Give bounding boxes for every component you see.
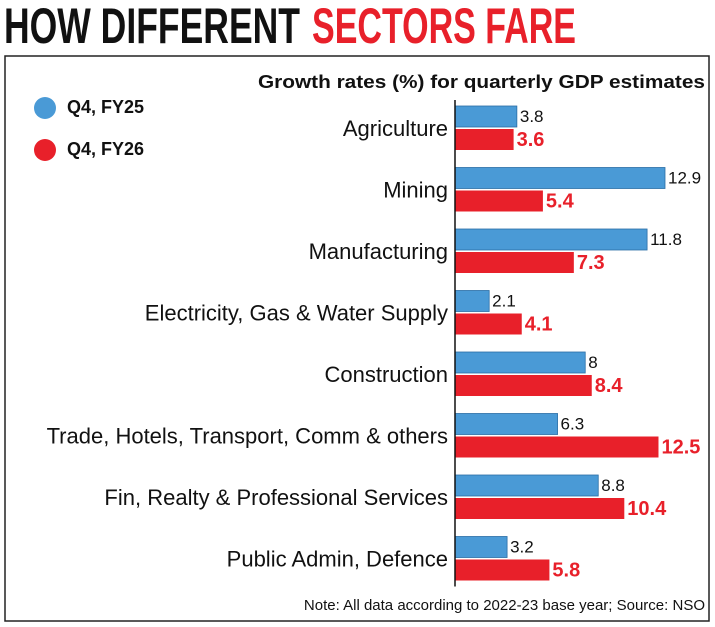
bar bbox=[455, 129, 514, 150]
value-label: 3.8 bbox=[520, 107, 544, 126]
frame bbox=[4, 55, 710, 622]
category-label: Electricity, Gas & Water Supply bbox=[145, 300, 448, 325]
category-label: Trade, Hotels, Transport, Comm & others bbox=[47, 423, 448, 448]
bar bbox=[454, 105, 518, 128]
value-label: 8.8 bbox=[601, 476, 625, 495]
category-label: Public Admin, Defence bbox=[227, 546, 448, 571]
value-label: 10.4 bbox=[627, 498, 667, 520]
bar bbox=[454, 474, 599, 497]
legend-swatch bbox=[34, 97, 56, 119]
bar bbox=[455, 559, 550, 581]
bar bbox=[454, 228, 648, 251]
bar bbox=[455, 313, 522, 335]
bar bbox=[455, 252, 574, 273]
category-label: Fin, Realty & Professional Services bbox=[104, 485, 448, 510]
bar bbox=[454, 167, 666, 189]
value-label: 12.9 bbox=[668, 168, 701, 187]
legend-label: Q4, FY26 bbox=[67, 139, 144, 159]
title-part: SECTORS FARE bbox=[312, 0, 576, 54]
bar bbox=[454, 413, 558, 435]
category-label: Construction bbox=[324, 362, 448, 387]
value-label: 5.8 bbox=[552, 559, 580, 581]
bar bbox=[455, 436, 659, 458]
bar bbox=[455, 375, 592, 396]
bar bbox=[454, 536, 508, 558]
value-label: 8.4 bbox=[595, 375, 624, 397]
legend-swatch bbox=[34, 139, 56, 161]
bar bbox=[454, 290, 490, 312]
value-label: 11.8 bbox=[650, 230, 682, 249]
title-part: HOW DIFFERENT bbox=[4, 0, 300, 54]
legend-label: Q4, FY25 bbox=[67, 97, 144, 117]
category-label: Manufacturing bbox=[309, 239, 448, 264]
value-label: 7.3 bbox=[577, 252, 605, 274]
value-label: 3.6 bbox=[517, 129, 545, 151]
category-label: Agriculture bbox=[343, 116, 448, 141]
note: Note: All data according to 2022-23 base… bbox=[304, 597, 705, 614]
value-label: 12.5 bbox=[661, 436, 700, 458]
value-label: 8 bbox=[588, 353, 597, 372]
value-label: 2.1 bbox=[492, 291, 516, 310]
category-label: Mining bbox=[383, 177, 448, 202]
value-label: 4.1 bbox=[525, 313, 553, 335]
subtitle: Growth rates (%) for quarterly GDP estim… bbox=[258, 72, 705, 92]
bar bbox=[455, 190, 543, 212]
bar bbox=[455, 498, 625, 519]
value-label: 5.4 bbox=[546, 190, 575, 212]
value-label: 6.3 bbox=[561, 414, 585, 433]
value-label: 3.2 bbox=[510, 537, 534, 556]
bar bbox=[454, 351, 586, 374]
